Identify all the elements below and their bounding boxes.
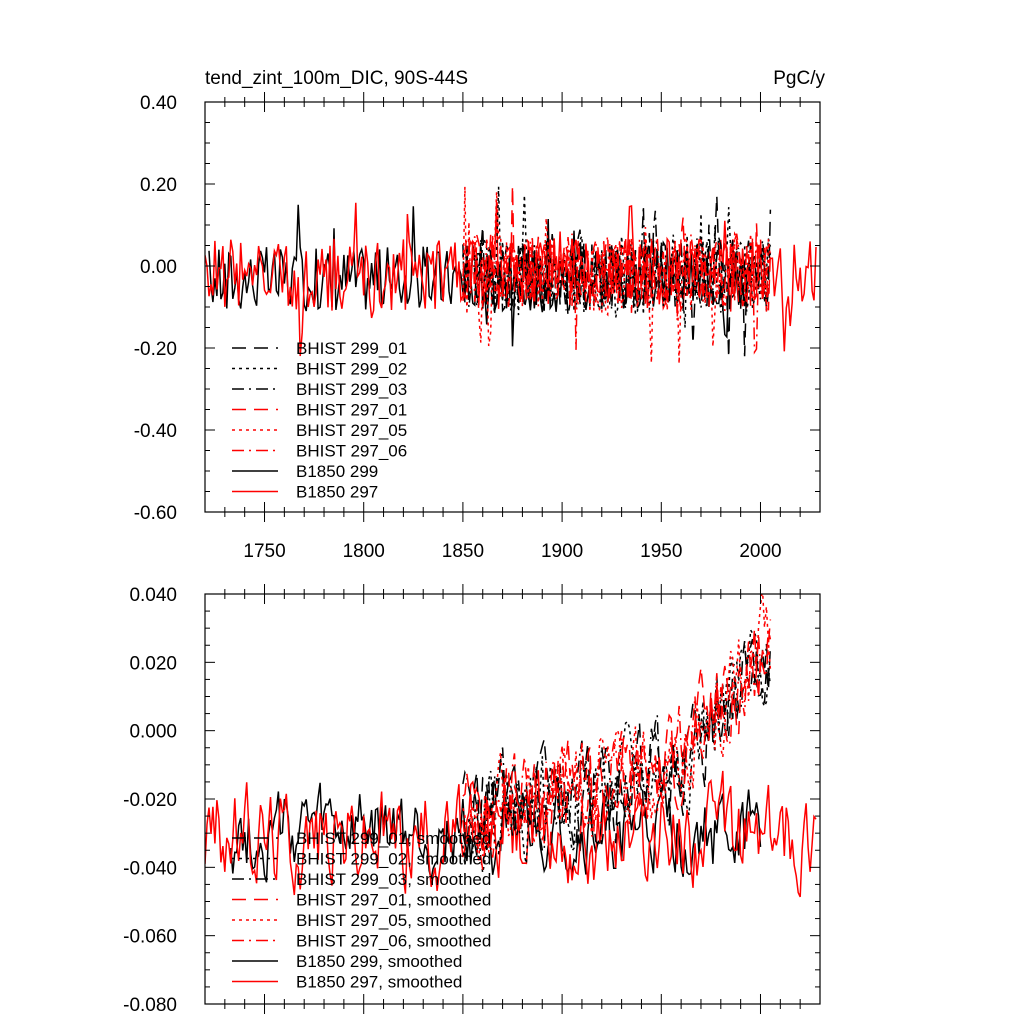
- y-tick-label: -0.080: [123, 995, 177, 1016]
- x-tick-label: 1800: [343, 541, 385, 562]
- top-panel: tend_zint_100m_DIC, 90S-44S PgC/y -0.60-…: [134, 68, 826, 562]
- series-layer: [205, 594, 817, 898]
- x-tick-label: 1850: [442, 541, 484, 562]
- legend-label: B1850 297: [296, 483, 378, 502]
- legend-label: BHIST 297_05: [296, 421, 407, 440]
- legend-label: BHIST 297_06: [296, 442, 407, 461]
- y-tick-label: 0.020: [129, 653, 177, 674]
- legend-label: BHIST 299_01: [296, 339, 407, 358]
- x-tick-label: 1750: [243, 541, 285, 562]
- legend-label: B1850 299, smoothed: [296, 952, 462, 971]
- y-tick-label: -0.20: [134, 339, 177, 360]
- legend-label: BHIST 299_02: [296, 360, 407, 379]
- legend: BHIST 299_01, smoothed BHIST 299_02, smoo…: [232, 829, 491, 992]
- panel-title: tend_zint_100m_DIC, 90S-44S: [205, 68, 468, 89]
- series-line-bhist-297-01-smoothed: [462, 619, 772, 870]
- series-line-bhist-297-05-smoothed: [462, 594, 772, 863]
- legend-label: BHIST 299_03: [296, 380, 407, 399]
- series-line-bhist-297-05: [462, 186, 772, 364]
- series-line-bhist-297-01: [462, 185, 772, 313]
- legend-label: BHIST 297_06, smoothed: [296, 932, 491, 951]
- series-line-bhist-299-03-smoothed: [462, 643, 772, 853]
- legend-label: BHIST 297_01: [296, 401, 407, 420]
- y-tick-label: 0.040: [129, 585, 177, 606]
- series-layer: [205, 185, 817, 364]
- y-tick-label: -0.40: [134, 421, 177, 442]
- legend-label: BHIST 299_03, smoothed: [296, 870, 491, 889]
- series-line-bhist-299-03: [462, 206, 772, 313]
- legend-label: B1850 299: [296, 462, 378, 481]
- series-line-bhist-299-02: [462, 186, 772, 328]
- x-tick-label: 1950: [640, 541, 682, 562]
- legend-label: BHIST 297_05, smoothed: [296, 911, 491, 930]
- y-tick-label: 0.40: [140, 93, 177, 114]
- y-tick-label: -0.020: [123, 790, 177, 811]
- tick-layer: -0.60 -0.40 -0.20 0.00 0.20 0.40 1750 1800 1850 1…: [134, 92, 820, 562]
- tick-layer: -0.080 -0.060 -0.040 -0.020 0.000 0.020 0.040: [123, 584, 820, 1016]
- series-line-bhist-297-06-smoothed: [462, 630, 772, 858]
- y-tick-label: -0.60: [134, 503, 177, 524]
- x-tick-label: 1900: [541, 541, 583, 562]
- legend-label: BHIST 299_01, smoothed: [296, 829, 491, 848]
- y-tick-label: 0.00: [140, 257, 177, 278]
- legend-label: BHIST 297_01, smoothed: [296, 891, 491, 910]
- bottom-panel: -0.080-0.060-0.040-0.0200.0000.0200.040 …: [123, 584, 821, 1016]
- y-tick-label: 0.000: [129, 722, 177, 743]
- x-tick-label: 2000: [739, 541, 781, 562]
- y-tick-label: -0.060: [123, 927, 177, 948]
- y-tick-label: 0.20: [140, 175, 177, 196]
- legend-label: BHIST 299_02, smoothed: [296, 850, 491, 869]
- series-line-bhist-297-06: [462, 233, 772, 355]
- legend-label: B1850 297, smoothed: [296, 973, 462, 992]
- y-tick-label: -0.040: [123, 858, 177, 879]
- panel-units: PgC/y: [773, 68, 825, 89]
